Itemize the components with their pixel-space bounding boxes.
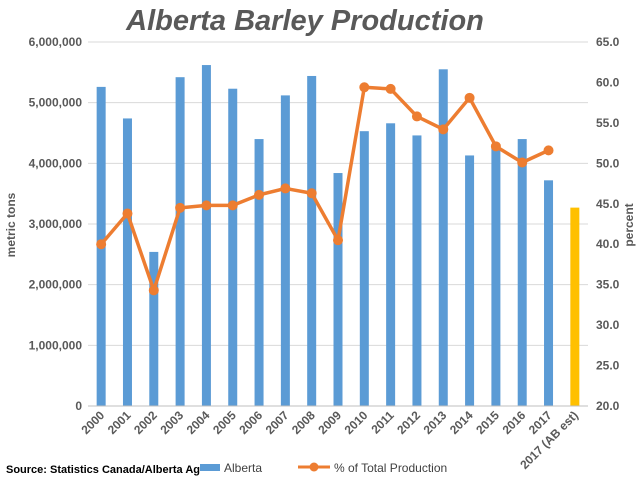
y2-tick-label: 55.0 bbox=[596, 116, 620, 130]
bar bbox=[307, 75, 317, 407]
chart-title: Alberta Barley Production bbox=[125, 5, 484, 37]
bar bbox=[149, 251, 159, 406]
share-point bbox=[464, 92, 475, 103]
bar bbox=[122, 118, 132, 406]
share-point bbox=[201, 200, 212, 211]
share-point bbox=[333, 235, 343, 246]
share-point bbox=[254, 189, 265, 200]
legend-swatch-alberta bbox=[200, 464, 220, 471]
share-point bbox=[385, 83, 396, 94]
share-point bbox=[490, 141, 501, 152]
share-point bbox=[148, 285, 159, 296]
bar bbox=[201, 65, 211, 406]
share-point bbox=[517, 157, 528, 168]
bar bbox=[544, 180, 554, 406]
y2-tick-label: 35.0 bbox=[596, 278, 620, 292]
y2-tick-label: 60.0 bbox=[596, 75, 620, 89]
y2-tick-label: 40.0 bbox=[596, 237, 620, 251]
bar bbox=[254, 139, 264, 407]
legend-label-share: % of Total Production bbox=[334, 461, 447, 475]
share-point bbox=[438, 124, 449, 135]
y-tick-label: 3,000,000 bbox=[29, 217, 83, 231]
bar-series bbox=[96, 65, 580, 407]
bar bbox=[359, 131, 369, 406]
y-tick-label: 5,000,000 bbox=[29, 96, 83, 110]
bar bbox=[412, 135, 422, 406]
bar bbox=[228, 88, 238, 407]
share-line bbox=[99, 85, 550, 293]
share-point bbox=[543, 145, 554, 156]
y-tick-label: 1,000,000 bbox=[29, 338, 83, 352]
share-point bbox=[96, 239, 107, 250]
bar bbox=[175, 77, 185, 406]
left-axis-ticks: 0 1,000,000 2,000,000 3,000,000 4,000,000 5,0… bbox=[29, 35, 83, 413]
bar bbox=[465, 155, 475, 406]
bar bbox=[491, 145, 501, 406]
y2-tick-label: 20.0 bbox=[596, 399, 620, 413]
bar bbox=[517, 139, 527, 407]
y-tick-label: 6,000,000 bbox=[29, 35, 83, 49]
share-point bbox=[359, 82, 370, 93]
y2-tick-label: 25.0 bbox=[596, 359, 620, 373]
share-point bbox=[306, 188, 317, 199]
share-point bbox=[175, 202, 186, 213]
y-axis-label: metric tons bbox=[4, 192, 18, 257]
share-point bbox=[280, 183, 291, 194]
highlight-bar bbox=[570, 207, 580, 406]
y-tick-label: 0 bbox=[75, 399, 82, 413]
bar bbox=[333, 173, 343, 406]
y2-tick-label: 45.0 bbox=[596, 197, 620, 211]
y-tick-label: 2,000,000 bbox=[29, 278, 83, 292]
share-point bbox=[227, 200, 238, 211]
y2-tick-label: 50.0 bbox=[596, 156, 620, 170]
y-tick-label: 4,000,000 bbox=[29, 156, 83, 170]
legend-label-alberta: Alberta bbox=[224, 461, 262, 475]
share-point bbox=[411, 111, 422, 122]
share-point bbox=[122, 208, 133, 219]
right-axis-ticks: 20.0 25.0 30.0 35.0 40.0 45.0 50.0 55.0 60.0 65.0 bbox=[596, 35, 620, 413]
source-note: Source: Statistics Canada/Alberta Ag bbox=[6, 464, 200, 476]
bar bbox=[386, 123, 396, 406]
line-series bbox=[96, 82, 554, 296]
bar bbox=[438, 69, 448, 407]
y2-tick-label: 30.0 bbox=[596, 318, 620, 332]
legend-marker-share bbox=[309, 462, 319, 472]
bar bbox=[280, 95, 290, 407]
legend: Alberta % of Total Production bbox=[200, 461, 447, 475]
y2-axis-label: percent bbox=[622, 203, 636, 246]
y2-tick-label: 65.0 bbox=[596, 35, 620, 49]
